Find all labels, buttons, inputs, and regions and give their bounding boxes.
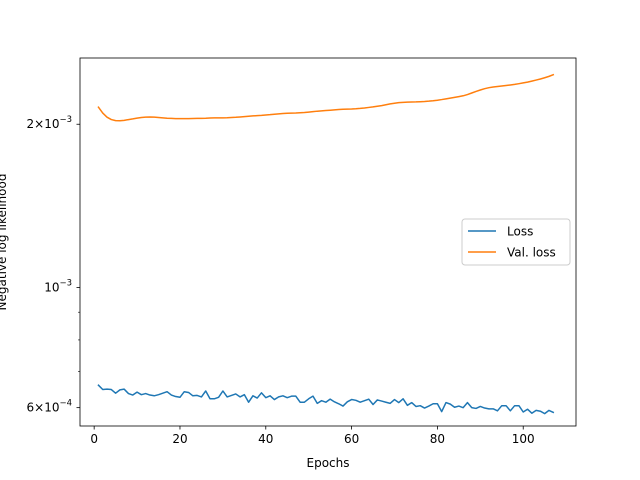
ticks-layer: 0 20 40 60 80 100 6×10−4 10−3 2×10−3 [27,115,535,446]
y-tick-label: 6×10−4 [27,399,73,415]
x-tick-label: 0 [90,432,98,446]
x-tick-label: 60 [344,432,359,446]
x-tick-label: 40 [258,432,273,446]
x-tick-label: 80 [430,432,445,446]
x-axis-label: Epochs [307,456,350,470]
legend-label: Loss [507,225,533,239]
legend: Loss Val. loss [461,218,571,266]
series-layer [97,73,555,415]
series-line-loss [97,384,555,415]
series-line-val-loss [97,73,555,122]
x-tick-label: 20 [172,432,187,446]
legend-label: Val. loss [507,246,556,260]
y-tick-label: 2×10−3 [27,115,73,131]
y-axis-label: Negative log likelihood [0,174,9,311]
x-tick-label: 100 [512,432,535,446]
y-tick-label: 10−3 [44,278,72,294]
axes-frame [79,57,577,427]
